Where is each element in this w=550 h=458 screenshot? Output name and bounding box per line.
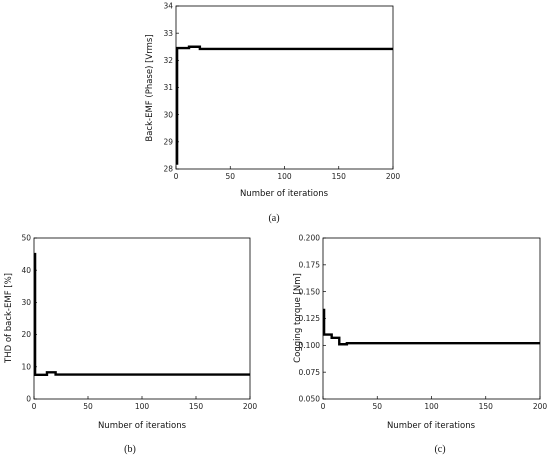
- plot-frame: [175, 5, 394, 170]
- axis-ticks: 0 50 100 150 200 28 29 30 31 32 33 34: [163, 2, 400, 181]
- y-tick-label: 33: [163, 29, 173, 38]
- y-tick-label: 31: [163, 83, 173, 92]
- y-tick-label: 30: [21, 298, 31, 307]
- series-line: [175, 45, 393, 165]
- y-tick-label: 29: [163, 137, 173, 146]
- y-tick-label: 32: [163, 56, 173, 65]
- x-axis-label: Number of iterations: [240, 189, 329, 199]
- x-tick-label: 100: [277, 172, 292, 181]
- y-tick-label: 0.175: [299, 260, 321, 269]
- x-tick-label: 200: [533, 402, 548, 411]
- x-tick-label: 0: [321, 402, 326, 411]
- y-tick-label: 30: [163, 110, 173, 119]
- series-line: [33, 252, 250, 377]
- y-tick-label: 0.050: [299, 395, 321, 404]
- y-tick-label: 0.125: [299, 314, 321, 323]
- y-tick-label: 0.075: [299, 368, 321, 377]
- x-tick-label: 150: [189, 402, 204, 411]
- y-tick-label: 34: [163, 2, 173, 11]
- y-tick-label: 0: [26, 395, 31, 404]
- y-axis-label: THD of back-EMF [%]: [4, 273, 14, 364]
- y-tick-label: 40: [21, 266, 31, 275]
- y-tick-label: 0.100: [299, 341, 321, 350]
- y-axis-label: Back-EMF (Phase) [Vrms]: [145, 34, 155, 141]
- x-tick-label: 200: [243, 402, 258, 411]
- y-tick-label: 28: [163, 165, 173, 174]
- x-tick-label: 0: [174, 172, 179, 181]
- x-tick-label: 50: [372, 402, 382, 411]
- series-lines: [175, 45, 393, 165]
- x-axis-label: Number of iterations: [387, 421, 476, 431]
- x-tick-label: 150: [332, 172, 347, 181]
- axis-ticks: 0 50 100 150 200 0 10 20 30 40 50: [21, 234, 257, 411]
- x-tick-label: 0: [32, 402, 37, 411]
- panel-caption-c: (c): [434, 444, 445, 455]
- series-lines: [33, 252, 250, 377]
- y-axis-label: Cogging torque [Nm]: [293, 273, 303, 363]
- y-tick-label: 0.150: [299, 287, 321, 296]
- plot-frame: [322, 237, 541, 400]
- chart-panel-c: 0 50 100 150 200 0.050 0.075 0.100 0.125 0.150 0.1…: [293, 234, 547, 455]
- x-tick-label: 100: [424, 402, 439, 411]
- y-tick-label: 50: [21, 234, 31, 243]
- chart-panel-a: 0 50 100 150 200 28 29 30 31 32 33 34 Number of ite…: [145, 2, 400, 224]
- panel-caption-a: (a): [268, 213, 279, 224]
- series-line: [322, 308, 540, 346]
- panel-caption-b: (b): [124, 444, 136, 455]
- x-tick-label: 200: [386, 172, 401, 181]
- axis-ticks: 0 50 100 150 200 0.050 0.075 0.100 0.125 0.150 0.1…: [299, 234, 548, 411]
- y-tick-label: 20: [21, 330, 31, 339]
- x-tick-label: 50: [225, 172, 235, 181]
- x-tick-label: 50: [83, 402, 93, 411]
- x-axis-label: Number of iterations: [98, 421, 187, 431]
- x-tick-label: 100: [135, 402, 150, 411]
- x-tick-label: 150: [479, 402, 494, 411]
- series-lines: [322, 308, 540, 346]
- chart-panel-b: 0 50 100 150 200 0 10 20 30 40 50 Number of iterat…: [4, 234, 257, 455]
- y-tick-label: 10: [21, 362, 31, 371]
- y-tick-label: 0.200: [299, 234, 321, 243]
